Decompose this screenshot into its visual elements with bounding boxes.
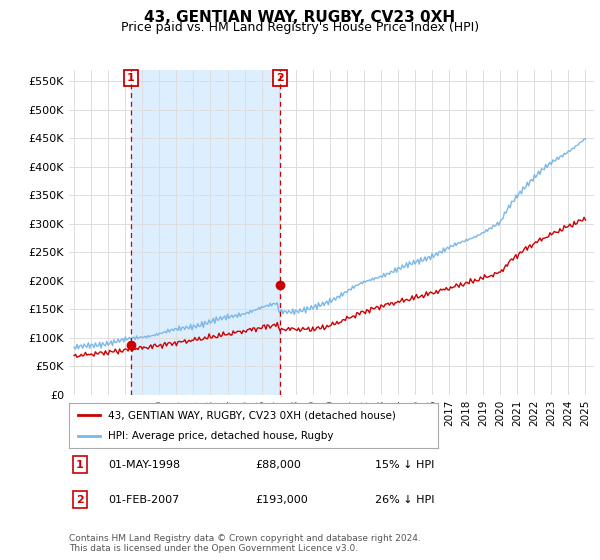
Text: 15% ↓ HPI: 15% ↓ HPI	[375, 460, 434, 470]
Text: 01-FEB-2007: 01-FEB-2007	[108, 494, 179, 505]
Text: £88,000: £88,000	[255, 460, 301, 470]
Text: 43, GENTIAN WAY, RUGBY, CV23 0XH: 43, GENTIAN WAY, RUGBY, CV23 0XH	[145, 10, 455, 25]
Text: 26% ↓ HPI: 26% ↓ HPI	[375, 494, 434, 505]
Text: 1: 1	[76, 460, 83, 470]
Text: Contains HM Land Registry data © Crown copyright and database right 2024.
This d: Contains HM Land Registry data © Crown c…	[69, 534, 421, 553]
Text: 2: 2	[276, 73, 284, 83]
Text: Price paid vs. HM Land Registry's House Price Index (HPI): Price paid vs. HM Land Registry's House …	[121, 21, 479, 34]
Text: 01-MAY-1998: 01-MAY-1998	[108, 460, 180, 470]
Text: £193,000: £193,000	[255, 494, 308, 505]
Bar	[131, 70, 280, 395]
Text: 2: 2	[76, 494, 83, 505]
Text: 1: 1	[127, 73, 135, 83]
Text: HPI: Average price, detached house, Rugby: HPI: Average price, detached house, Rugb…	[108, 431, 333, 441]
Text: 43, GENTIAN WAY, RUGBY, CV23 0XH (detached house): 43, GENTIAN WAY, RUGBY, CV23 0XH (detach…	[108, 410, 395, 421]
